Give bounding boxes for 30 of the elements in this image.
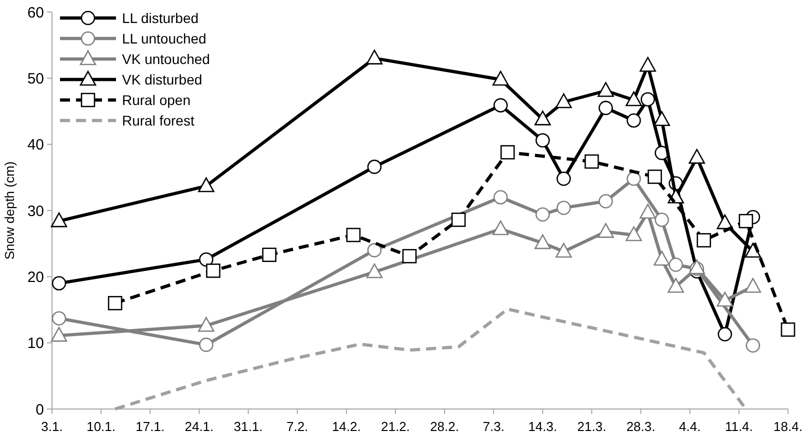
x-tick-label: 7.2. bbox=[286, 419, 308, 434]
x-tick-label: 28.2. bbox=[430, 419, 459, 434]
x-tick-label: 14.2. bbox=[332, 419, 361, 434]
y-axis-title: Snow depth (cm) bbox=[2, 161, 17, 260]
x-tick-label: 3.1. bbox=[41, 419, 63, 434]
x-tick-label: 17.1. bbox=[136, 419, 165, 434]
x-tick-label: 21.2. bbox=[381, 419, 410, 434]
y-tick-label: 30 bbox=[27, 202, 44, 220]
legend-label: Rural open bbox=[122, 92, 190, 108]
x-tick-label: 11.4. bbox=[724, 419, 753, 434]
x-tick-label: 4.4. bbox=[679, 419, 701, 434]
y-tick-label: 50 bbox=[27, 70, 44, 88]
x-tick-label: 28.3. bbox=[626, 419, 656, 434]
y-tick-label: 60 bbox=[27, 4, 44, 22]
y-tick-label: 10 bbox=[27, 335, 44, 352]
x-tick-label: 18.4. bbox=[774, 419, 802, 434]
x-tick-label: 24.1. bbox=[184, 419, 214, 434]
x-tick-label: 7.3. bbox=[482, 419, 504, 434]
y-tick-label: 0 bbox=[36, 401, 44, 418]
x-tick-label: 14.3. bbox=[528, 419, 558, 434]
legend-label: VK untouched bbox=[122, 50, 210, 67]
legend-label: VK disturbed bbox=[122, 71, 202, 88]
x-tick-label: 10.1. bbox=[86, 419, 116, 434]
legend-label: Rural forest bbox=[122, 112, 194, 128]
legend-label: LL disturbed bbox=[122, 10, 199, 26]
y-tick-label: 40 bbox=[27, 136, 44, 154]
legend-label: LL untouched bbox=[122, 30, 206, 46]
x-tick-label: 21.3. bbox=[577, 419, 606, 434]
y-tick-label: 20 bbox=[27, 268, 44, 286]
x-tick-label: 31.1. bbox=[234, 419, 263, 434]
